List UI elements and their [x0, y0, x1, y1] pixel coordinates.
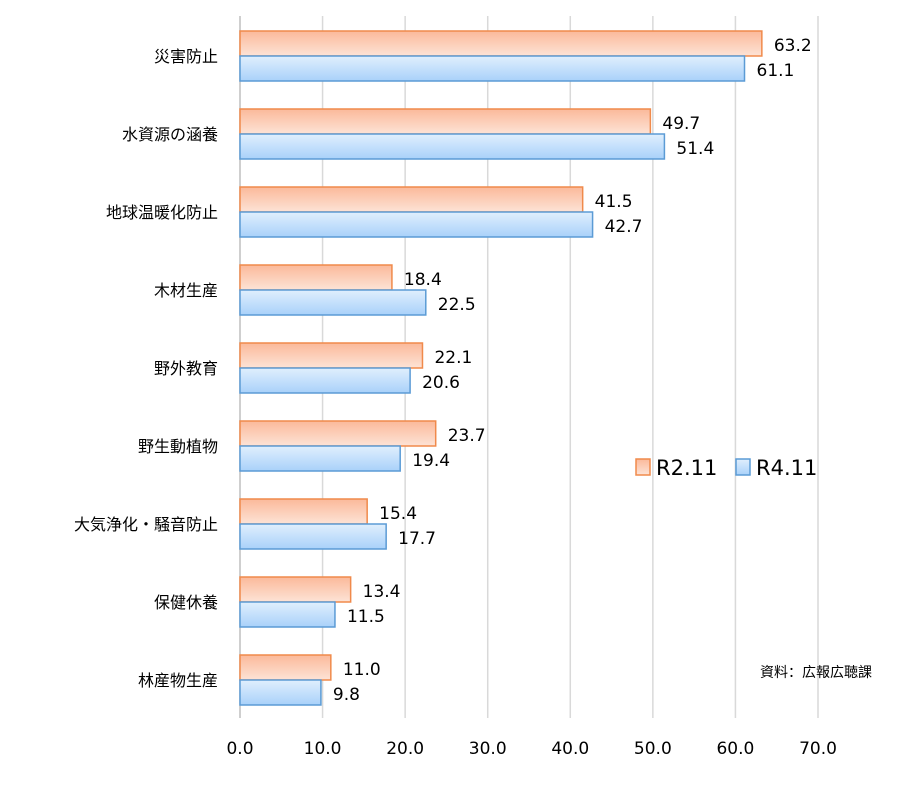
bar-R4.11: [239, 289, 427, 316]
x-tick-label: 70.0: [799, 739, 837, 759]
bar-R4.11: [239, 679, 322, 706]
bar-R2.11: [239, 30, 763, 57]
bar-R4.11: [239, 133, 666, 160]
data-label: 13.4: [363, 582, 401, 602]
data-label: 61.1: [757, 61, 795, 81]
data-label: 41.5: [595, 192, 633, 212]
data-label: 23.7: [448, 426, 486, 446]
data-label: 11.5: [347, 607, 385, 627]
category-label: 林産物生産: [138, 671, 218, 690]
bar-R4.11: [239, 445, 401, 472]
category-label: 水資源の涵養: [122, 125, 218, 144]
legend-swatch-r2: [635, 458, 651, 476]
data-label: 18.4: [404, 270, 442, 290]
category-label: 野生動植物: [138, 437, 218, 456]
bar-R2.11: [239, 108, 652, 135]
data-label: 51.4: [676, 139, 714, 159]
bar-R4.11: [239, 211, 594, 238]
category-label: 大気浄化・騒音防止: [74, 515, 218, 534]
data-label: 17.7: [398, 529, 436, 549]
bar-R4.11: [239, 55, 746, 82]
data-label: 15.4: [379, 504, 417, 524]
x-tick-label: 20.0: [386, 739, 424, 759]
x-tick-label: 30.0: [469, 739, 507, 759]
category-label: 野外教育: [154, 359, 218, 378]
legend-swatch-r4: [735, 458, 751, 476]
data-label: 22.5: [438, 295, 476, 315]
legend-label-r4: R4.11: [756, 456, 817, 480]
source-annotation: 資料：広報広聴課: [760, 665, 872, 681]
bar-R2.11: [239, 264, 393, 291]
bar-R2.11: [239, 186, 584, 213]
x-tick-label: 40.0: [551, 739, 589, 759]
x-tick-label: 50.0: [634, 739, 672, 759]
data-label: 20.6: [422, 373, 460, 393]
bar-R2.11: [239, 654, 332, 681]
x-tick-label: 60.0: [716, 739, 754, 759]
data-label: 63.2: [774, 36, 812, 56]
bar-R2.11: [239, 498, 368, 525]
x-tick-label: 10.0: [304, 739, 342, 759]
category-label: 地球温暖化防止: [106, 203, 218, 222]
bar-R4.11: [239, 367, 411, 394]
data-label: 42.7: [605, 217, 643, 237]
data-label: 19.4: [412, 451, 450, 471]
category-label: 保健休養: [154, 593, 218, 612]
data-label: 49.7: [662, 114, 700, 134]
bar-R2.11: [239, 342, 424, 369]
bar-R4.11: [239, 523, 387, 550]
bar-R2.11: [239, 576, 352, 603]
category-label: 災害防止: [154, 47, 218, 66]
bar-R4.11: [239, 601, 336, 628]
bar-R2.11: [239, 420, 437, 447]
category-label: 木材生産: [154, 281, 218, 300]
data-label: 9.8: [333, 685, 360, 705]
data-label: 11.0: [343, 660, 381, 680]
legend-label-r2: R2.11: [656, 456, 717, 480]
data-label: 22.1: [434, 348, 472, 368]
x-tick-label: 0.0: [226, 739, 253, 759]
